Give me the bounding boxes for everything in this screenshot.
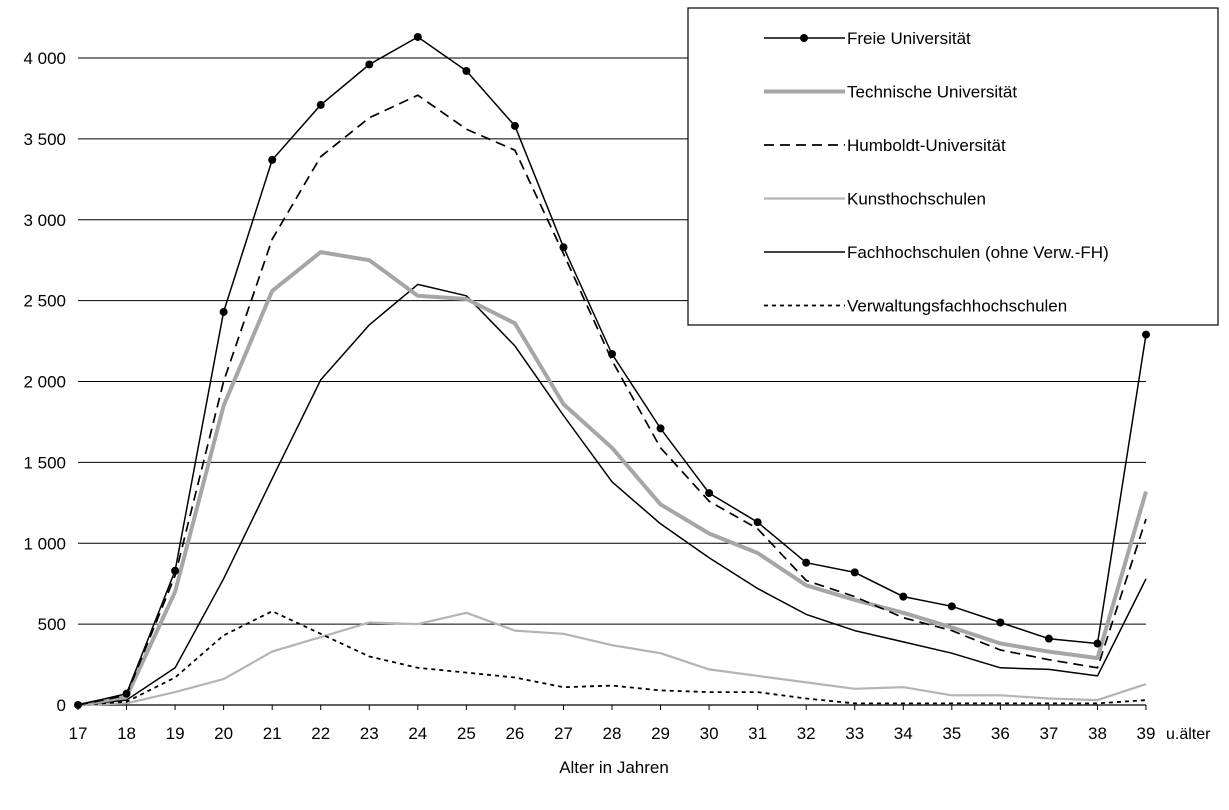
legend-label: Verwaltungsfachhochschulen [847,297,1067,316]
series-point [850,568,859,577]
y-tick-label: 3 500 [23,130,66,149]
series-point [753,518,762,527]
x-tick-label: 18 [117,724,136,743]
series-point [413,32,422,41]
legend-label: Fachhochschulen (ohne Verw.-FH) [847,243,1109,262]
x-tick-label: 21 [263,724,282,743]
series-point [171,566,180,575]
x-axis-title: Alter in Jahren [559,758,669,777]
series-line-1 [77,250,1148,707]
y-tick-label: 1 000 [23,534,66,553]
gridlines [78,57,1146,625]
x-tick-label: 29 [651,724,670,743]
x-tick-label: 34 [894,724,913,743]
series-point [996,618,1005,627]
series-point [559,243,568,252]
series-line-2 [77,94,1147,706]
series-line-3 [77,611,1147,707]
x-tick-label: 28 [603,724,622,743]
series-point [1142,330,1150,339]
x-tick-label: 22 [311,724,330,743]
series-point [74,701,82,709]
x-tick-label: 27 [554,724,573,743]
series-point [268,155,277,164]
x-tick-suffix-label: u.älter [1166,726,1211,743]
y-tick-label: 4 000 [23,49,66,68]
x-tick-label: 20 [214,724,233,743]
x-tick-label: 31 [748,724,767,743]
series-point [705,489,714,498]
x-tick-label: 26 [505,724,524,743]
series-point [899,592,908,601]
series-point [947,602,956,611]
series-point [462,66,471,75]
y-tick-label: 0 [57,696,66,715]
x-tick-label: 38 [1088,724,1107,743]
series-point [365,60,374,69]
legend-box [687,7,1219,326]
y-tick-label: 1 500 [23,453,66,472]
legend-swatch-marker [800,34,808,42]
x-tick-label: 32 [797,724,816,743]
series-point [316,100,325,109]
y-tick-label: 3 000 [23,211,66,230]
x-tick-label: 23 [360,724,379,743]
axes: 0 500 1 000 1 500 2 000 2 500 3 000 3 500 4 000 1… [23,49,1211,743]
x-tick-label: 19 [166,724,185,743]
series-point [608,350,616,359]
series-line-4 [77,283,1147,706]
series-point [219,307,228,316]
series-point [1044,634,1053,643]
legend-label: Freie Universität [847,29,971,48]
series-point [510,121,519,130]
y-tick-label: 2 000 [23,373,66,392]
x-tick-label: 33 [845,724,864,743]
x-tick-label: 24 [408,724,427,743]
x-tick-label: 39 [1137,724,1156,743]
y-tick-label: 2 500 [23,292,66,311]
legend: Freie Universität Technische Universität H… [687,7,1219,326]
series-point [1093,639,1102,648]
x-tick-label: 17 [69,724,88,743]
x-tick-label: 30 [700,724,719,743]
y-tick-label: 500 [38,615,66,634]
legend-label: Kunsthochschulen [847,190,986,209]
x-tick-label: 36 [991,724,1010,743]
x-tick-label: 35 [942,724,961,743]
x-tick-label: 25 [457,724,476,743]
legend-label: Humboldt-Universität [847,136,1006,155]
series-point [122,689,131,698]
series-line-5 [77,610,1147,706]
x-tick-label: 37 [1039,724,1058,743]
series-point [656,424,665,433]
series-lines [74,32,1150,709]
legend-label: Technische Universität [847,83,1017,102]
series-point [802,558,811,567]
